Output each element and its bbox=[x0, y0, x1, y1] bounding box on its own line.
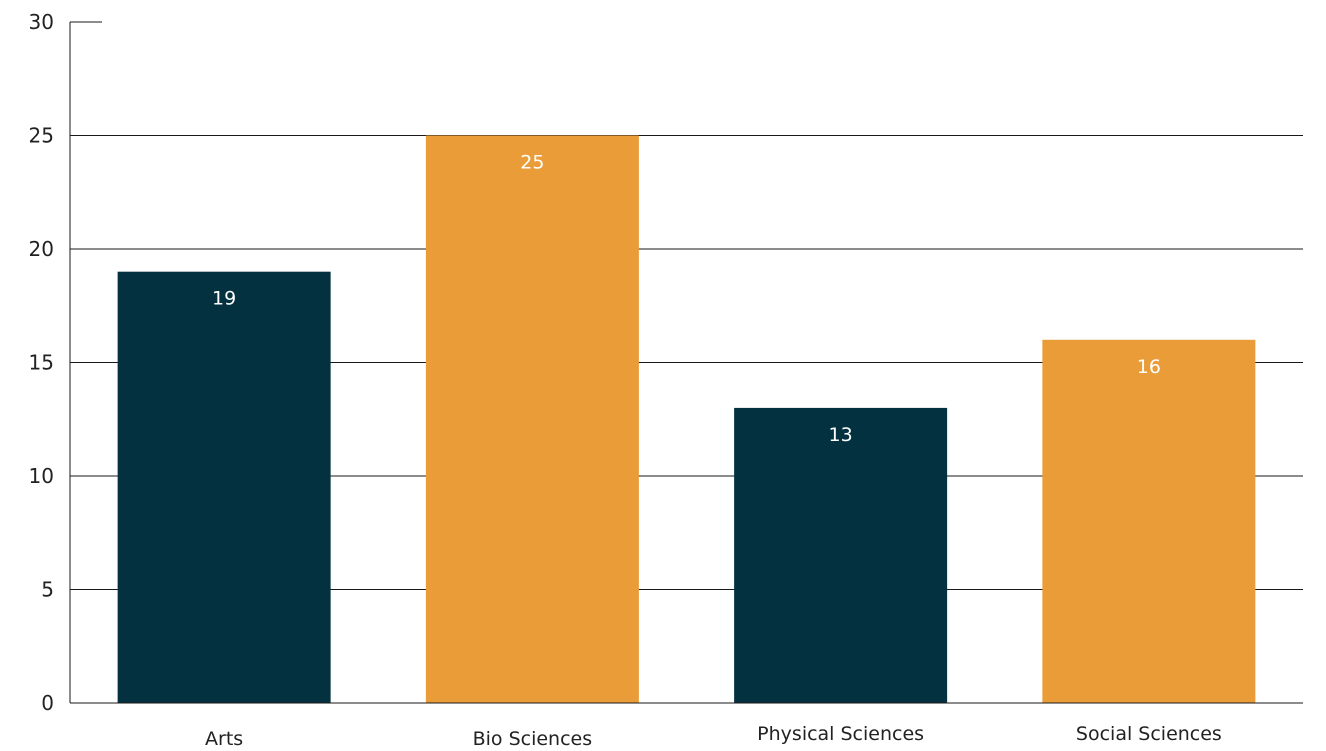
labels: 0 5 10 15 20 25 30 19 Arts 25 Bio Sciences 13 Physic… bbox=[29, 10, 1222, 750]
x-category-label: Physical Sciences bbox=[757, 723, 924, 745]
bar-value-label: 16 bbox=[1137, 356, 1161, 378]
bar-social-sciences bbox=[1042, 339, 1256, 703]
y-tick-label: 30 bbox=[29, 10, 54, 34]
y-tick-label: 5 bbox=[41, 578, 54, 602]
bars bbox=[117, 135, 1256, 703]
x-category-label: Bio Sciences bbox=[473, 728, 593, 750]
y-tick-label: 0 bbox=[41, 691, 54, 715]
axes bbox=[69, 22, 1303, 704]
bar-bio-sciences bbox=[425, 135, 639, 703]
x-category-label: Social Sciences bbox=[1076, 723, 1222, 745]
x-category-label: Arts bbox=[205, 728, 243, 750]
y-tick-label: 10 bbox=[29, 464, 54, 488]
y-tick-label: 15 bbox=[29, 351, 54, 375]
bar-physical-sciences bbox=[734, 407, 948, 703]
bar-value-label: 25 bbox=[520, 152, 544, 174]
bar-value-label: 13 bbox=[829, 424, 853, 446]
bar-value-label: 19 bbox=[212, 288, 236, 310]
y-tick-label: 25 bbox=[29, 124, 54, 148]
y-tick-label: 20 bbox=[29, 237, 54, 261]
bar-arts bbox=[117, 271, 331, 703]
